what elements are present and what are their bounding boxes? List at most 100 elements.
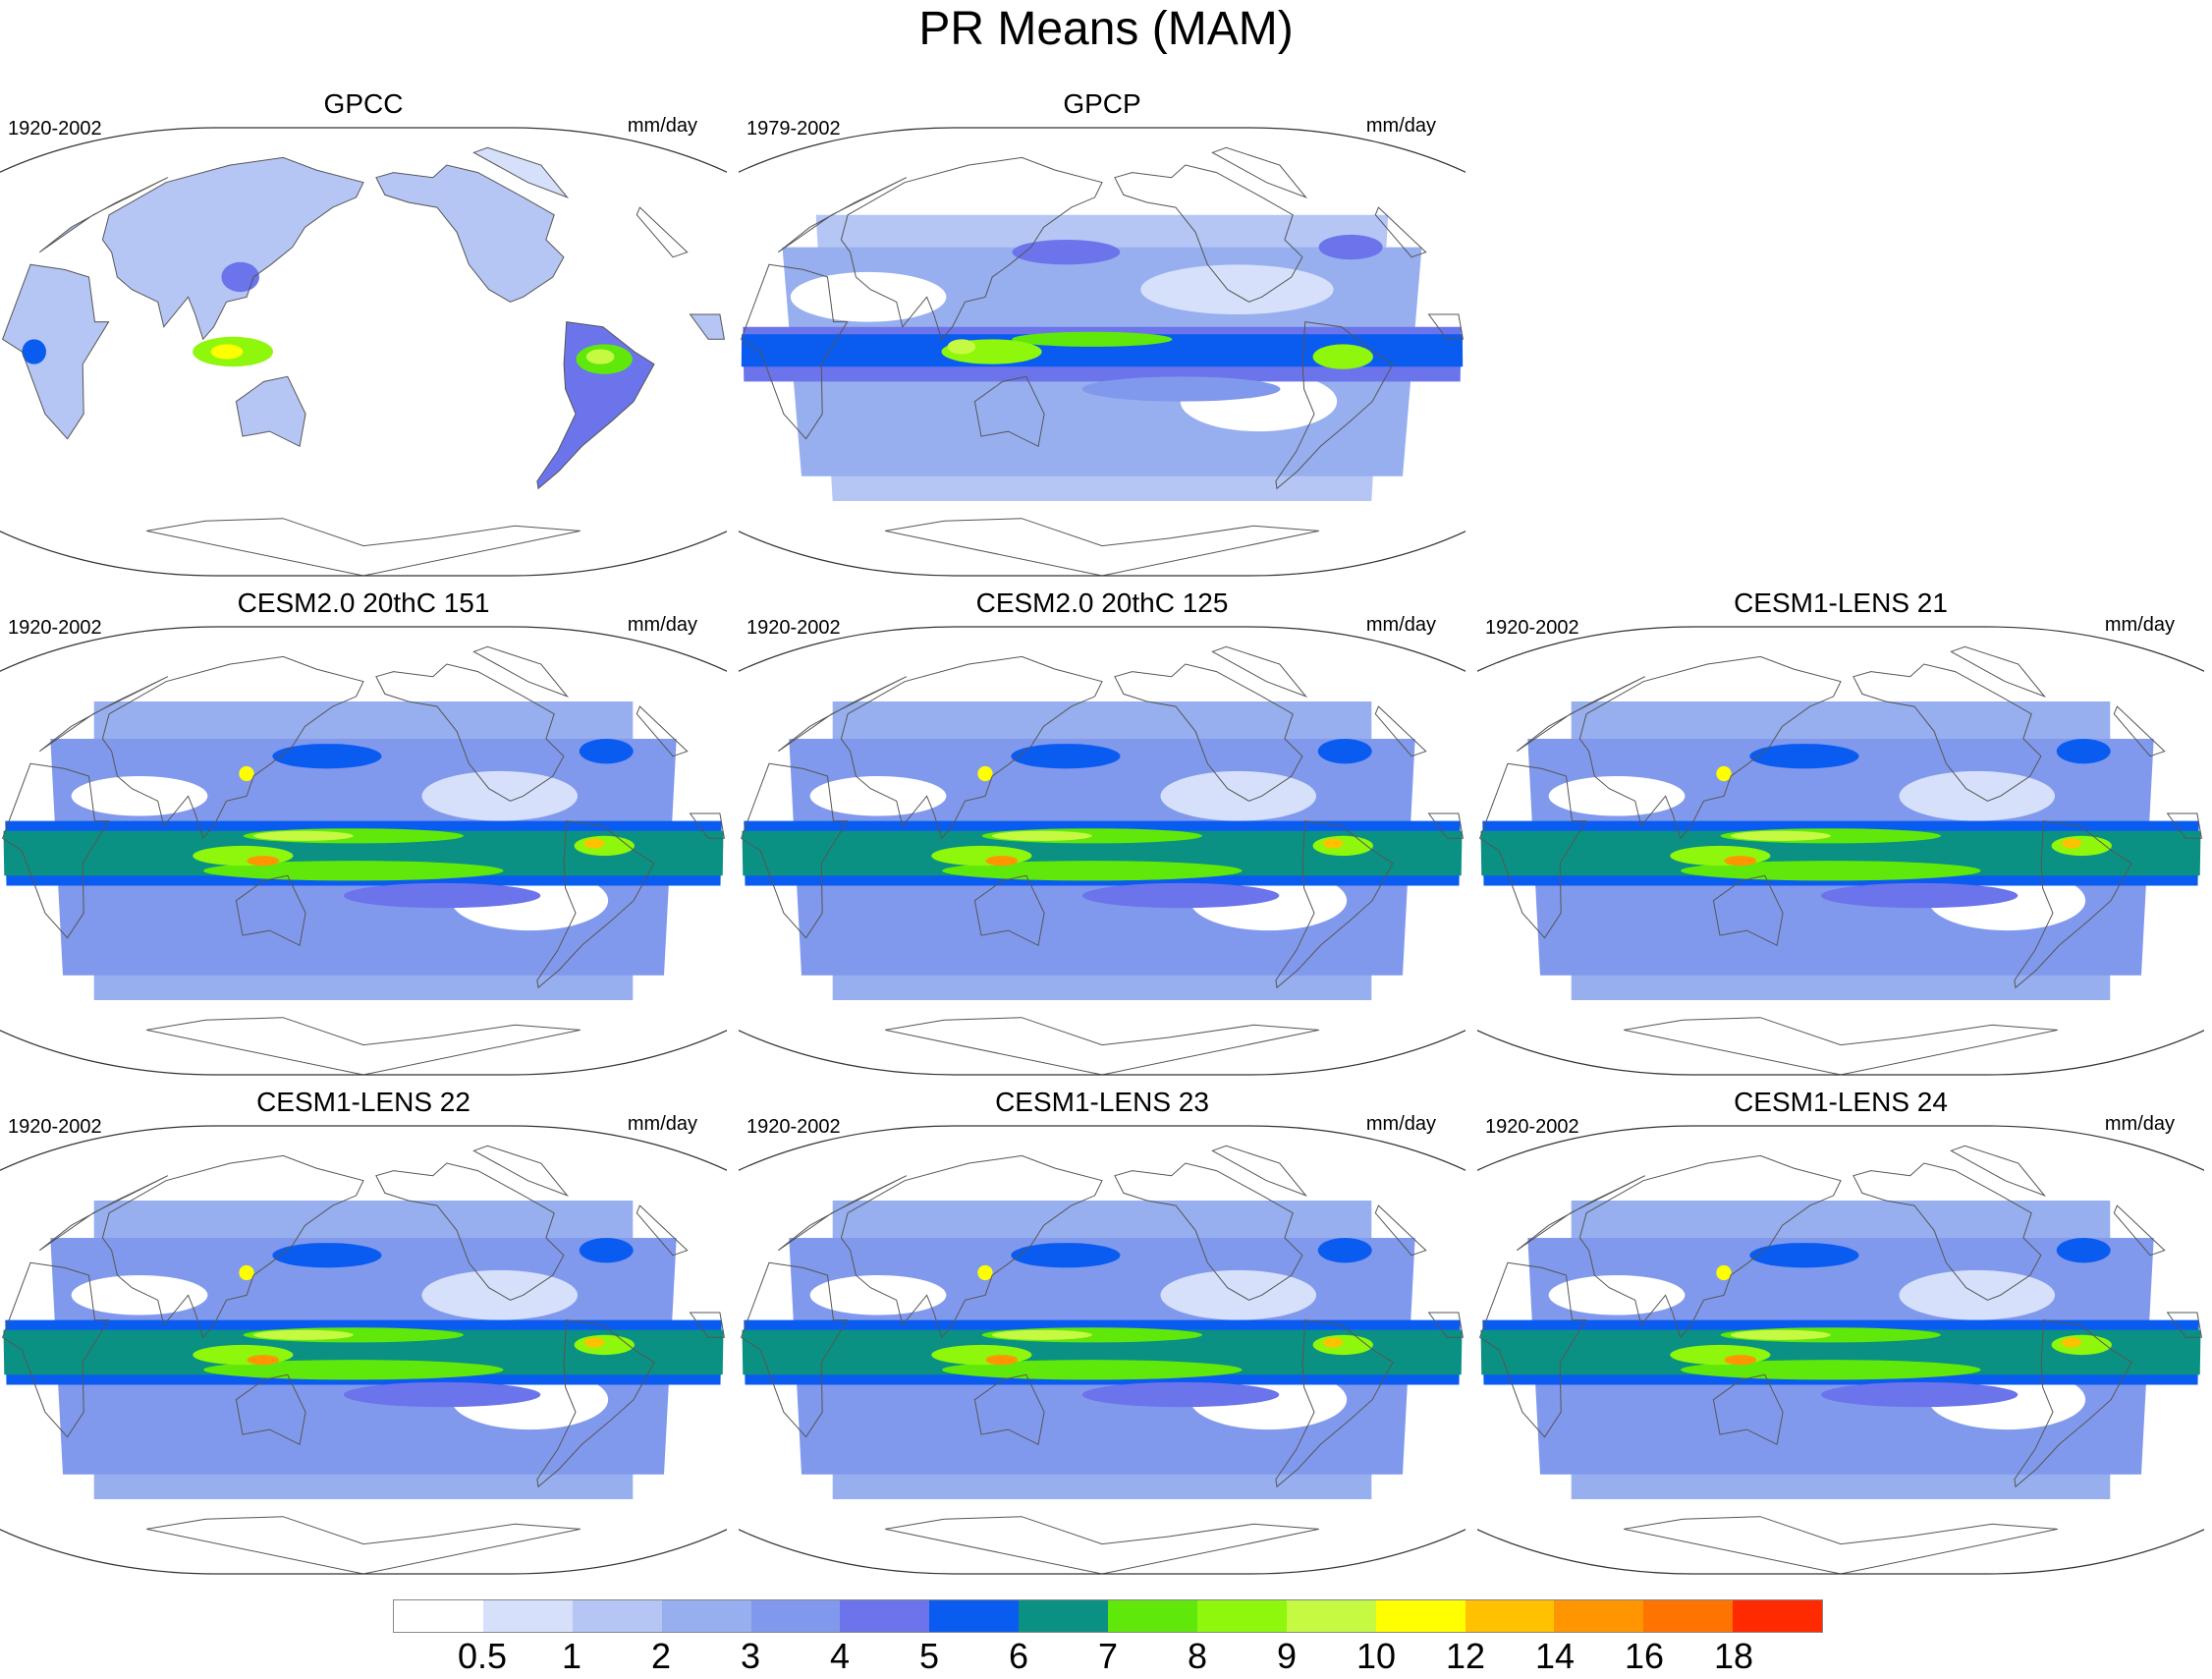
eurasia-east-coastline: [840, 655, 1103, 840]
amazon-peak: [583, 1337, 605, 1348]
australia-coastline: [973, 375, 1045, 448]
colorbar-tick-label: 5: [918, 1636, 940, 1676]
africa-east-coastline: [740, 1261, 849, 1438]
north-america-coastline: [1114, 1162, 1303, 1301]
colorbar-swatch: [1019, 1600, 1108, 1632]
colorbar-swatch: [1286, 1600, 1376, 1632]
precip-field: [739, 128, 1465, 576]
subtropic-dry-north: [1140, 264, 1334, 314]
north-itcz-max: [991, 830, 1092, 841]
europe-west-coastline: [1516, 676, 1646, 753]
north-itcz-max: [1730, 830, 1831, 841]
antarctica-coastline: [146, 1516, 581, 1574]
amazon-rain: [1312, 344, 1373, 369]
map-border: [1477, 1125, 2204, 1575]
south-america-coastline: [536, 1319, 655, 1488]
north-itcz-max: [1730, 1329, 1831, 1340]
figure-title: PR Means (MAM): [918, 3, 1294, 55]
south-itcz: [203, 861, 504, 881]
map-border: [739, 1125, 1465, 1575]
africa-west-coastline: [2166, 812, 2202, 839]
eurasia-east-coastline: [1578, 1154, 1842, 1339]
africa-west-coastline: [1427, 1312, 1464, 1338]
map-svg: [739, 1125, 1465, 1575]
europe-west-coastline: [38, 676, 169, 753]
panel-units: mm/day: [1365, 115, 1436, 137]
maritime-peak: [247, 1355, 280, 1366]
arabia-dry: [1548, 1275, 1686, 1315]
land-precip: [102, 157, 364, 340]
land-precip: [2, 264, 109, 439]
precip-field: [0, 1126, 727, 1574]
maritime-peak: [985, 1355, 1019, 1366]
itcz-core: [3, 1329, 724, 1375]
land-precip: [236, 376, 306, 447]
australia-coastline: [235, 1373, 306, 1446]
map-panel-lens-22: CESM1-LENS 22 1920-2002 mm/day: [0, 1087, 727, 1575]
eurasia-east-coastline: [101, 1154, 364, 1339]
arabia-dry: [809, 1275, 947, 1315]
south-itcz: [203, 1360, 504, 1380]
eurasia-east-coastline: [101, 655, 364, 840]
map-panel-cesm2-125: CESM2.0 20thC 125 1920-2002 mm/day: [739, 588, 1465, 1076]
south-america-coastline: [2014, 1319, 2132, 1488]
eurasia-east-coastline: [840, 1154, 1103, 1339]
south-america-coastline: [1275, 321, 1394, 490]
spcz: [1081, 376, 1281, 402]
panel-title: CESM2.0 20thC 125: [975, 588, 1229, 618]
land-precip: [375, 165, 564, 303]
colorbar-tick-label: 7: [1097, 1636, 1119, 1676]
nw-pacific-storm-track: [272, 1243, 382, 1268]
europe-west-coastline: [1516, 1175, 1646, 1252]
europe-west-coastline: [38, 1175, 169, 1252]
amazon-peak: [1322, 838, 1344, 849]
colorbar-tick-label: 0.5: [457, 1636, 508, 1676]
africa-east-coastline: [1478, 762, 1587, 939]
south-itcz: [942, 1360, 1243, 1380]
europe-east-coastline: [1374, 206, 1427, 258]
north-itcz-max: [252, 830, 354, 841]
antarctica-coastline: [146, 518, 581, 576]
maritime-peak: [1724, 856, 1757, 867]
south-america-coastline: [1275, 820, 1394, 989]
colorbar-swatch: [1643, 1600, 1734, 1632]
subtropic-dry-north: [1160, 1269, 1317, 1320]
panel-period: 1979-2002: [747, 118, 841, 140]
eurasia-east-coastline: [101, 156, 364, 341]
panel-period: 1920-2002: [747, 1116, 841, 1138]
map-svg: [0, 127, 727, 577]
east-asia-rain: [221, 261, 259, 293]
panel-units: mm/day: [627, 1113, 697, 1135]
north-america-coastline: [1853, 663, 2042, 802]
maritime-peak: [1724, 1355, 1757, 1366]
north-america-coastline: [1853, 1162, 2042, 1301]
spcz: [1081, 1381, 1280, 1408]
nw-pacific-storm-track: [1011, 1243, 1121, 1268]
east-asia-peak: [977, 765, 993, 782]
europe-east-coastline: [636, 206, 689, 258]
colorbar-swatch: [482, 1600, 573, 1632]
precip-field: [739, 627, 1465, 1075]
spcz: [343, 1381, 541, 1408]
antarctica-coastline: [1624, 1017, 2058, 1075]
amazon-peak: [1322, 1337, 1344, 1348]
europe-east-coastline: [1374, 1204, 1427, 1257]
colorbar-swatch: [1375, 1600, 1465, 1632]
maritime-max: [1670, 845, 1771, 867]
map-svg: [0, 626, 727, 1076]
north-america-coastline: [1114, 663, 1303, 802]
east-asia-peak: [977, 1264, 993, 1281]
spcz: [343, 882, 541, 909]
antarctica-coastline: [885, 1516, 1319, 1574]
colorbar-swatch: [572, 1600, 662, 1632]
map-panel-cesm2-151: CESM2.0 20thC 151 1920-2002 mm/day: [0, 588, 727, 1076]
colorbar-swatch: [661, 1600, 751, 1632]
spcz: [1081, 882, 1280, 909]
precip-field: [1477, 1126, 2204, 1574]
africa-east-coastline: [740, 263, 849, 440]
map-border: [0, 1125, 727, 1575]
east-asia-peak: [1716, 1264, 1732, 1281]
panel-period: 1920-2002: [8, 1116, 102, 1138]
precip-field: [0, 627, 727, 1075]
north-itcz-max: [991, 1329, 1092, 1340]
